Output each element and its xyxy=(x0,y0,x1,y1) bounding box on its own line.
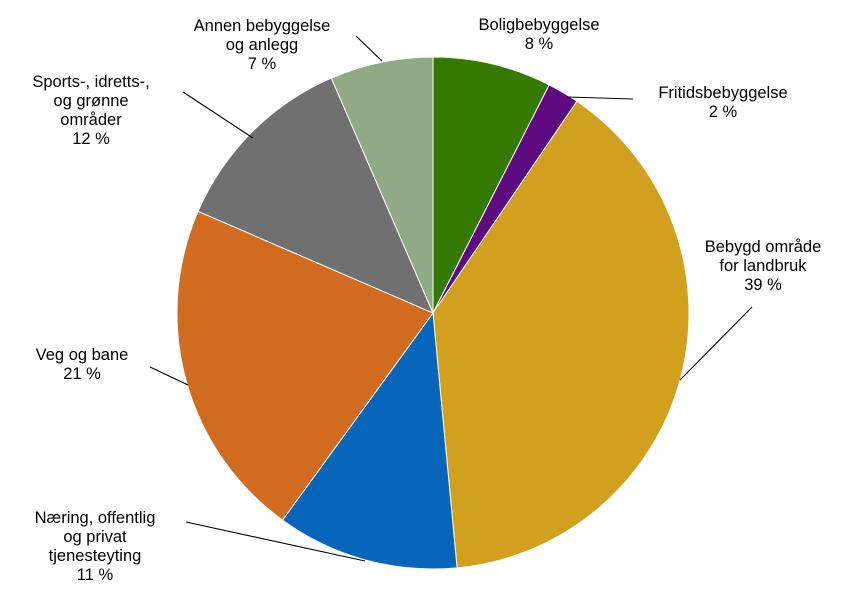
slice-label-landbruk: Bebygd område for landbruk 39 % xyxy=(705,238,822,294)
slice-name-annen: Annen bebyggelse xyxy=(194,17,331,35)
slice-name-fritid: Fritidsbebyggelse xyxy=(658,84,787,102)
leader-line-naering xyxy=(185,521,366,562)
leader-line-sport xyxy=(182,91,254,139)
slice-value-sport: 12 % xyxy=(72,130,110,148)
slice-value-annen: 7 % xyxy=(248,55,277,73)
slice-label-annen: Annen bebyggelse og anlegg 7 % xyxy=(194,17,331,73)
slice-label-fritid: Fritidsbebyggelse 2 % xyxy=(658,84,787,121)
leader-line-veg xyxy=(149,366,189,386)
pie-slice-veg xyxy=(176,210,434,521)
slice-name-veg: Veg og bane xyxy=(36,346,129,364)
slice-name-naering: tjenesteyting xyxy=(49,547,142,565)
slice-label-veg: Veg og bane 21 % xyxy=(36,346,129,383)
slice-name-sport: og grønne xyxy=(53,92,128,110)
slice-name-annen: og anlegg xyxy=(226,36,299,54)
pie-slice-naering xyxy=(281,311,458,570)
leader-lines xyxy=(149,35,753,562)
slice-value-fritid: 2 % xyxy=(709,103,738,121)
slice-label-sport: Sports-, idretts-, og grønne områder 12 % xyxy=(32,73,149,148)
slice-value-naering: 11 % xyxy=(77,566,114,584)
pie-slice-annen xyxy=(330,56,434,314)
pie-slice-bolig xyxy=(432,56,550,314)
slice-value-landbruk: 39 % xyxy=(744,276,782,294)
slice-label-naering: Næring, offentlig og privat tjenesteyting 1… xyxy=(35,509,156,584)
leader-line-annen xyxy=(355,35,383,62)
leader-line-fritid xyxy=(566,96,634,100)
pie-slice-landbruk xyxy=(432,100,690,569)
pie-slice-sport xyxy=(197,77,434,314)
leader-line-landbruk xyxy=(679,306,753,381)
slice-value-bolig: 8 % xyxy=(525,35,554,53)
slice-name-sport: områder xyxy=(60,111,122,129)
slice-name-naering: Næring, offentlig xyxy=(35,509,156,527)
slice-labels: Boligbebyggelse 8 % Fritidsbebyggelse 2 % Be… xyxy=(32,16,821,584)
slice-name-bolig: Boligbebyggelse xyxy=(478,16,599,34)
slice-name-landbruk: Bebygd område xyxy=(705,238,822,256)
pie-slices xyxy=(176,56,690,570)
slice-name-naering: og privat xyxy=(63,528,127,546)
slice-name-sport: Sports-, idretts-, xyxy=(32,73,149,91)
slice-label-bolig: Boligbebyggelse 8 % xyxy=(478,16,599,53)
slice-name-landbruk: for landbruk xyxy=(719,257,807,275)
slice-value-veg: 21 % xyxy=(63,365,101,383)
